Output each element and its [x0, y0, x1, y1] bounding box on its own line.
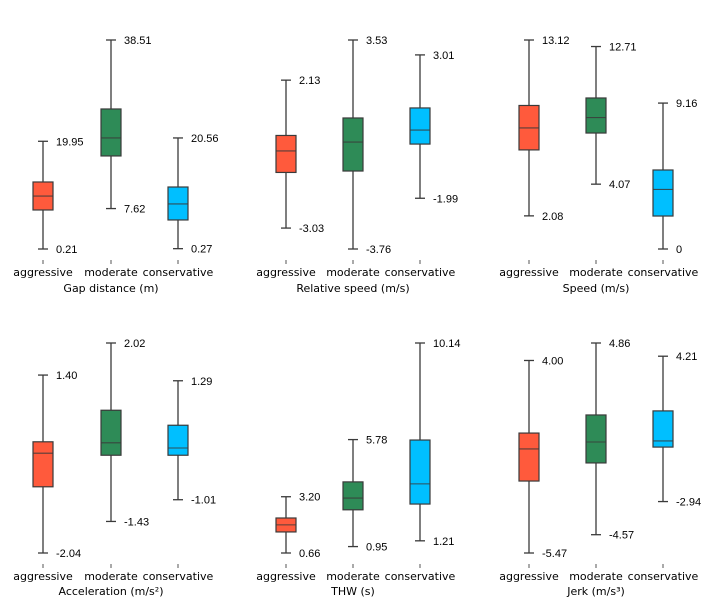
whisker-low-label: -1.01 — [191, 495, 216, 507]
box-moderate: 38.51 7.62 — [100, 35, 152, 216]
iqr-box — [409, 439, 431, 505]
whisker-high-label: 19.95 — [56, 136, 84, 148]
whisker-low-label: -2.04 — [56, 548, 81, 560]
iqr-box — [342, 117, 364, 172]
panel-gap: 19.95 0.21 aggressive 38.51 7.62 moderate 20.5… — [13, 35, 218, 295]
x-tick-label: conservative — [143, 570, 214, 583]
x-axis-label: Gap distance (m) — [63, 282, 158, 295]
whisker-low-label: 4.07 — [609, 179, 630, 191]
panel-relative: 2.13 -3.03 aggressive 3.53 -3.76 moderate 3.01… — [256, 35, 458, 295]
iqr-box — [275, 134, 297, 174]
box-conservative: 9.16 0 — [652, 98, 697, 256]
box-moderate: 4.86 -4.57 — [585, 338, 634, 542]
iqr-box — [585, 97, 607, 134]
x-tick-label: conservative — [385, 570, 456, 583]
x-tick-label: aggressive — [256, 266, 316, 279]
whisker-low-label: 0.66 — [299, 548, 320, 560]
box-moderate: 12.71 4.07 — [585, 42, 637, 191]
panel-speed: 13.12 2.08 aggressive 12.71 4.07 moderate 9.16… — [499, 35, 698, 295]
x-tick-label: aggressive — [499, 570, 559, 583]
whisker-high-label: 4.86 — [609, 338, 630, 350]
whisker-high-label: 20.56 — [191, 133, 219, 145]
box-aggressive: 3.20 0.66 — [275, 492, 320, 560]
box-conservative: 20.56 0.27 — [167, 133, 219, 256]
iqr-box — [518, 432, 540, 482]
whisker-low-label: -1.43 — [124, 516, 149, 528]
whisker-high-label: 3.01 — [433, 50, 454, 62]
iqr-box — [100, 409, 122, 456]
whisker-high-label: 13.12 — [542, 35, 570, 47]
iqr-box — [652, 169, 674, 217]
whisker-high-label: 2.02 — [124, 338, 145, 350]
box-conservative: 10.14 1.21 — [409, 338, 461, 548]
x-tick-label: aggressive — [13, 570, 73, 583]
whisker-low-label: -4.57 — [609, 530, 634, 542]
whisker-high-label: 10.14 — [433, 338, 461, 350]
iqr-box — [652, 410, 674, 448]
x-axis-label: Speed (m/s) — [563, 282, 630, 295]
box-aggressive: 4.00 -5.47 — [518, 355, 567, 560]
x-tick-label: moderate — [569, 266, 623, 279]
whisker-low-label: 2.08 — [542, 211, 563, 223]
iqr-box — [409, 107, 431, 145]
whisker-high-label: 9.16 — [676, 98, 697, 110]
whisker-high-label: 12.71 — [609, 42, 637, 54]
box-conservative: 3.01 -1.99 — [409, 50, 458, 205]
box-moderate: 2.02 -1.43 — [100, 338, 149, 528]
x-axis-label: Jerk (m/s³) — [566, 585, 625, 598]
x-tick-label: aggressive — [499, 266, 559, 279]
iqr-box — [32, 441, 54, 488]
whisker-high-label: 4.00 — [542, 355, 563, 367]
whisker-high-label: 3.53 — [366, 35, 387, 47]
x-tick-label: moderate — [84, 266, 138, 279]
whisker-high-label: 1.29 — [191, 376, 212, 388]
panel-thw: 3.200.66aggressive5.780.95moderate10.141… — [256, 338, 460, 598]
x-axis-label: Acceleration (m/s²) — [59, 585, 164, 598]
box-aggressive: 1.40 -2.04 — [32, 370, 81, 560]
iqr-box — [100, 108, 122, 157]
whisker-high-label: 1.40 — [56, 370, 77, 382]
x-tick-label: conservative — [628, 570, 699, 583]
whisker-low-label: -3.03 — [299, 223, 324, 235]
iqr-box — [585, 414, 607, 464]
whisker-high-label: 5.78 — [366, 435, 387, 447]
box-conservative: 1.29 -1.01 — [167, 376, 216, 507]
x-tick-label: moderate — [326, 266, 380, 279]
x-tick-label: aggressive — [256, 570, 316, 583]
box-conservative: 4.21 -2.94 — [652, 351, 701, 509]
whisker-low-label: -3.76 — [366, 244, 391, 256]
x-tick-label: moderate — [84, 570, 138, 583]
whisker-low-label: 0.95 — [366, 542, 387, 554]
whisker-low-label: -5.47 — [542, 548, 567, 560]
whisker-low-label: 7.62 — [124, 204, 145, 216]
whisker-low-label: 0.27 — [191, 244, 212, 256]
box-moderate: 5.78 0.95 — [342, 435, 387, 554]
x-tick-label: moderate — [326, 570, 380, 583]
x-tick-label: moderate — [569, 570, 623, 583]
whisker-high-label: 4.21 — [676, 351, 697, 363]
whisker-low-label: -2.94 — [676, 497, 701, 509]
box-aggressive: 2.13 -3.03 — [275, 75, 324, 235]
x-tick-label: conservative — [385, 266, 456, 279]
whisker-low-label: -1.99 — [433, 193, 458, 205]
box-moderate: 3.53 -3.76 — [342, 35, 391, 256]
box-aggressive: 13.12 2.08 — [518, 35, 570, 223]
x-tick-label: conservative — [143, 266, 214, 279]
x-axis-label: THW (s) — [330, 585, 375, 598]
whisker-low-label: 0 — [676, 244, 682, 256]
iqr-box — [342, 481, 364, 511]
whisker-low-label: 1.21 — [433, 536, 454, 548]
whisker-high-label: 2.13 — [299, 75, 320, 87]
whisker-high-label: 3.20 — [299, 492, 320, 504]
panel-acceleration: 1.40 -2.04 aggressive 2.02 -1.43 moderate 1.29… — [13, 338, 216, 598]
x-tick-label: aggressive — [13, 266, 73, 279]
panel-jerk: 4.00 -5.47 aggressive 4.86 -4.57 moderate 4.21… — [499, 338, 701, 598]
whisker-high-label: 38.51 — [124, 35, 152, 47]
box-aggressive: 19.95 0.21 — [32, 136, 84, 256]
x-tick-label: conservative — [628, 266, 699, 279]
iqr-box — [167, 424, 189, 456]
whisker-low-label: 0.21 — [56, 244, 77, 256]
x-axis-label: Relative speed (m/s) — [296, 282, 409, 295]
